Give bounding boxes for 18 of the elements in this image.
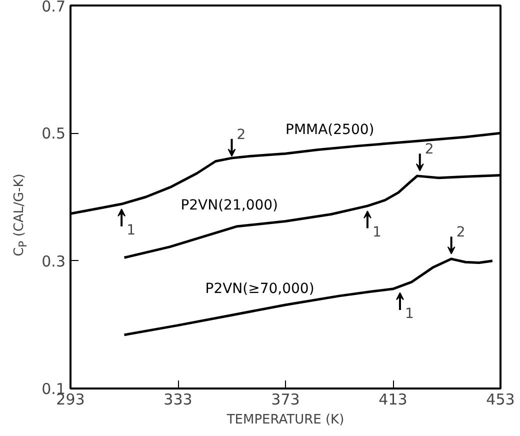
annotation: 2: [236, 126, 246, 143]
series-label: PMMA(2500): [286, 122, 374, 138]
x-tick-label: 453: [486, 390, 515, 408]
series-label: P2VN(21,000): [180, 197, 278, 214]
y-tick-label: 0.5: [42, 124, 66, 143]
annotation: 1: [372, 224, 382, 240]
annotation: 2: [424, 142, 434, 158]
x-tick-label: 413: [378, 390, 408, 408]
annotation: 2: [456, 224, 466, 241]
x-tick-label: 373: [271, 390, 300, 408]
x-axis-title: TEMPERATURE (K): [226, 412, 344, 428]
annotation: 1: [404, 306, 414, 322]
x-tick-label: 333: [164, 390, 192, 408]
series-label: P2VN(≥70,000): [205, 280, 314, 297]
annotation: 1: [126, 222, 136, 238]
y-tick-label: 0.7: [42, 0, 66, 16]
y-tick-label: 0.3: [42, 252, 66, 270]
line-series: [123, 258, 494, 336]
